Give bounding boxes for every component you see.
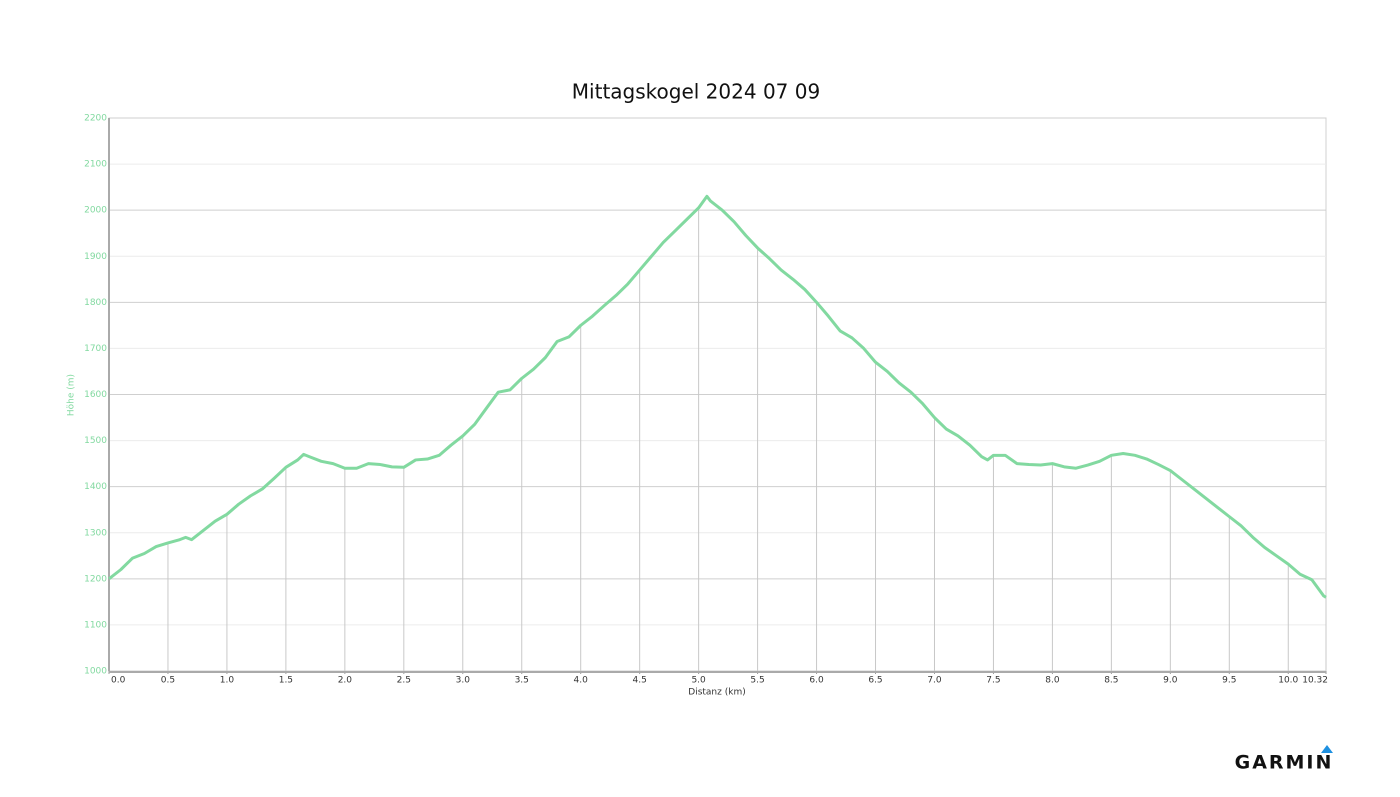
- x-axis-label: Distanz (km): [688, 688, 745, 698]
- x-tick-label: 0.0: [111, 676, 126, 686]
- y-tick-label: 1200: [84, 574, 107, 584]
- x-tick-label: 5.0: [691, 676, 706, 686]
- logo-triangle: [1321, 745, 1333, 753]
- x-tick-label: 9.0: [1163, 676, 1178, 686]
- x-tick-label: 10.32: [1302, 676, 1328, 686]
- x-tick-label: 4.5: [633, 676, 647, 686]
- y-tick-label: 1700: [84, 344, 107, 354]
- y-tick-label: 1600: [84, 390, 107, 400]
- x-tick-label: 10.0: [1278, 676, 1298, 686]
- x-tick-label: 3.5: [515, 676, 529, 686]
- x-tick-label: 0.5: [161, 676, 175, 686]
- y-tick-label: 1100: [84, 620, 107, 630]
- y-tick-label: 1400: [84, 482, 107, 492]
- x-tick-label: 6.5: [868, 676, 882, 686]
- elevation-line: [108, 194, 1327, 599]
- x-tick-label: 7.0: [927, 676, 942, 686]
- y-tick-label: 1800: [84, 298, 107, 308]
- y-tick-label: 2000: [84, 206, 107, 216]
- x-tick-label: 8.5: [1104, 676, 1118, 686]
- x-tick-label: 1.5: [279, 676, 293, 686]
- x-tick-label: 4.0: [574, 676, 589, 686]
- x-tick-label: 9.5: [1222, 676, 1236, 686]
- y-tick-label: 1300: [84, 528, 107, 538]
- x-tick-label: 5.5: [750, 676, 764, 686]
- x-tick-label: 3.0: [456, 676, 471, 686]
- x-tick-label: 7.5: [986, 676, 1000, 686]
- x-tick-label: 6.0: [809, 676, 824, 686]
- y-tick-label: 1900: [84, 252, 107, 262]
- x-tick-label: 2.0: [338, 676, 353, 686]
- y-tick-label: 1000: [84, 667, 107, 677]
- chart-title: Mittagskogel 2024 07 09: [572, 80, 820, 104]
- y-axis-label: Höhe (m): [67, 374, 77, 416]
- x-tick-label: 1.0: [220, 676, 235, 686]
- y-tick-label: 1500: [84, 436, 107, 446]
- y-tick-label: 2100: [84, 160, 107, 170]
- logo: GARMIN: [1235, 752, 1334, 774]
- y-tick-label: 2200: [84, 114, 107, 124]
- x-tick-label: 2.5: [397, 676, 411, 686]
- x-tick-label: 8.0: [1045, 676, 1060, 686]
